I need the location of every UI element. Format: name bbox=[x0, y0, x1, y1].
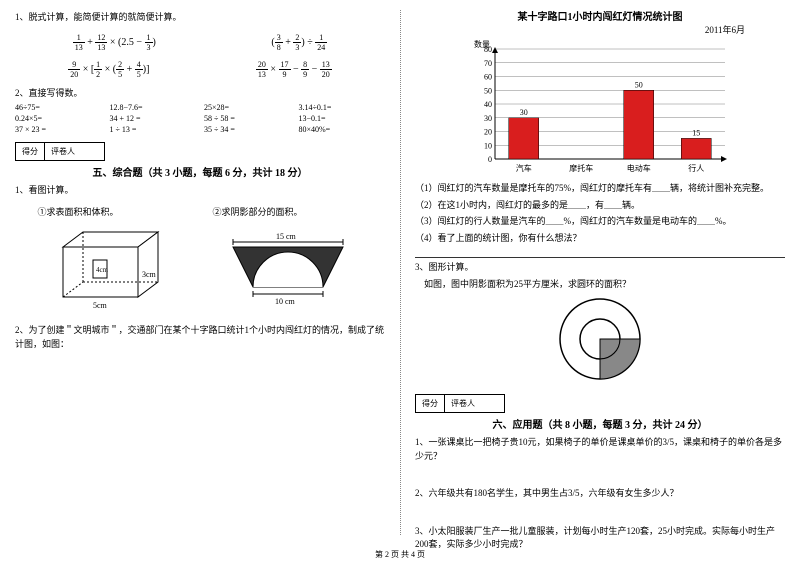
score-box-right: 得分 评卷人 bbox=[415, 394, 505, 413]
calc-grid: 46÷75= 12.8−7.6= 25×28= 3.14÷0.1= 0.24×5… bbox=[15, 103, 385, 134]
svg-text:0: 0 bbox=[488, 155, 492, 164]
calc-cell: 3.14÷0.1= bbox=[299, 103, 386, 112]
q1-title: 1、脱式计算，能简便计算的就简便计算。 bbox=[15, 11, 385, 25]
svg-text:70: 70 bbox=[484, 59, 492, 68]
fig-box-1: ①求表面积和体积。 4cm 5cm 3cm bbox=[38, 203, 168, 315]
svg-text:10: 10 bbox=[484, 141, 492, 150]
chart-q3: （3）闯红灯的行人数量是汽车的＿＿%，闯红灯的汽车数量是电动车的＿＿%。 bbox=[415, 215, 785, 229]
grader-label: 评卷人 bbox=[45, 143, 81, 160]
ring-figure-wrap bbox=[415, 294, 785, 386]
svg-text:行人: 行人 bbox=[688, 163, 704, 173]
formula-row-2: 920 × [12 × (25 + 45)] 2013 × 179 − 89 −… bbox=[15, 60, 385, 79]
answer-line bbox=[415, 248, 785, 258]
figures-row: ①求表面积和体积。 4cm 5cm 3cm ②求阴影部分的面积。 bbox=[15, 203, 385, 315]
calc-cell: 80×40%= bbox=[299, 125, 386, 134]
formula-1: 113 + 1213 × (2.5 − 13) bbox=[73, 33, 156, 52]
dim-h: 3cm bbox=[142, 270, 157, 279]
q6-1: 1、一张课桌比一把椅子贵10元，如果椅子的单价是课桌单价的3/5，课桌和椅子的单… bbox=[415, 436, 785, 463]
q6-3: 3、小太阳服装厂生产一批儿童服装，计划每小时生产120套，25小时完成。实际每小… bbox=[415, 525, 785, 552]
formula-2: (38 + 23) ÷ 124 bbox=[271, 33, 327, 52]
dim-d: 4cm bbox=[96, 266, 109, 274]
svg-text:50: 50 bbox=[484, 86, 492, 95]
fig-box-2: ②求阴影部分的面积。 15 cm 10 cm bbox=[213, 203, 363, 315]
q5-2: 2、为了创建＂文明城市＂，交通部门在某个十字路口统计1个小时内闯红灯的情况，制成… bbox=[15, 324, 385, 351]
svg-text:60: 60 bbox=[484, 73, 492, 82]
q5-1: 1、看图计算。 bbox=[15, 184, 385, 198]
formula-4: 2013 × 179 − 89 − 1320 bbox=[256, 60, 332, 79]
q6-2: 2、六年级共有180名学生，其中男生占3/5，六年级有女生多少人？ bbox=[415, 487, 785, 501]
score-label: 得分 bbox=[416, 395, 445, 412]
calc-cell: 25×28= bbox=[204, 103, 291, 112]
chart-date: 2011年6月 bbox=[415, 23, 785, 36]
svg-text:摩托车: 摩托车 bbox=[569, 163, 593, 173]
trapezoid-figure: 15 cm 10 cm bbox=[213, 222, 363, 312]
formula-3: 920 × [12 × (25 + 45)] bbox=[68, 60, 149, 79]
left-column: 1、脱式计算，能简便计算的就简便计算。 113 + 1213 × (2.5 − … bbox=[0, 0, 400, 565]
q5-1b: ②求阴影部分的面积。 bbox=[213, 206, 363, 220]
q3-sub: 如图，图中阴影面积为25平方厘米，求圆环的面积？ bbox=[415, 278, 785, 292]
q3: 3、图形计算。 bbox=[415, 261, 785, 275]
ring-figure bbox=[550, 294, 650, 384]
chart-q2: （2）在这1小时内，闯红灯的最多的是＿＿，有＿＿辆。 bbox=[415, 199, 785, 213]
calc-cell: 34 + 12 = bbox=[110, 114, 197, 123]
q2-title: 2、直接写得数。 bbox=[15, 87, 385, 101]
svg-text:50: 50 bbox=[635, 80, 643, 89]
chart-title: 某十字路口1小时内闯红灯情况统计图 bbox=[415, 8, 785, 23]
q5-1a: ①求表面积和体积。 bbox=[38, 206, 168, 220]
svg-text:电动车: 电动车 bbox=[627, 163, 651, 173]
dim-top: 15 cm bbox=[276, 232, 297, 241]
formula-row-1: 113 + 1213 × (2.5 − 13) (38 + 23) ÷ 124 bbox=[15, 33, 385, 52]
right-column: 某十字路口1小时内闯红灯情况统计图 2011年6月 数量010203040506… bbox=[400, 0, 800, 565]
score-label: 得分 bbox=[16, 143, 45, 160]
chart-q1: （1）闯红灯的汽车数量是摩托车的75%，闯红灯的摩托车有＿＿辆，将统计图补充完整… bbox=[415, 182, 785, 196]
bar-chart-svg: 数量0102030405060708030汽车摩托车50电动车15行人 bbox=[460, 39, 740, 179]
svg-text:40: 40 bbox=[484, 100, 492, 109]
svg-text:80: 80 bbox=[484, 45, 492, 54]
calc-cell: 12.8−7.6= bbox=[110, 103, 197, 112]
bar-chart: 数量0102030405060708030汽车摩托车50电动车15行人 bbox=[460, 39, 740, 179]
section-6-title: 六、应用题（共 8 小题，每题 3 分，共计 24 分） bbox=[415, 416, 785, 431]
grader-label: 评卷人 bbox=[445, 395, 481, 412]
svg-text:15: 15 bbox=[692, 128, 700, 137]
svg-text:30: 30 bbox=[484, 114, 492, 123]
calc-cell: 58 ÷ 58 = bbox=[204, 114, 291, 123]
calc-cell: 35 ÷ 34 = bbox=[204, 125, 291, 134]
chart-q4: （4）看了上面的统计图，你有什么想法？ bbox=[415, 232, 785, 246]
calc-cell: 0.24×5= bbox=[15, 114, 102, 123]
calc-cell: 13−0.1= bbox=[299, 114, 386, 123]
svg-text:20: 20 bbox=[484, 128, 492, 137]
dim-w: 5cm bbox=[93, 301, 108, 310]
calc-cell: 1 ÷ 13 = bbox=[110, 125, 197, 134]
calc-cell: 37 × 23 = bbox=[15, 125, 102, 134]
score-box: 得分 评卷人 bbox=[15, 142, 105, 161]
svg-text:30: 30 bbox=[520, 108, 528, 117]
section-5-title: 五、综合题（共 3 小题，每题 6 分，共计 18 分） bbox=[15, 164, 385, 179]
calc-cell: 46÷75= bbox=[15, 103, 102, 112]
cuboid-figure: 4cm 5cm 3cm bbox=[38, 222, 168, 312]
svg-text:汽车: 汽车 bbox=[516, 163, 532, 173]
dim-bot: 10 cm bbox=[275, 297, 296, 306]
page-footer: 第 2 页 共 4 页 bbox=[0, 549, 800, 560]
